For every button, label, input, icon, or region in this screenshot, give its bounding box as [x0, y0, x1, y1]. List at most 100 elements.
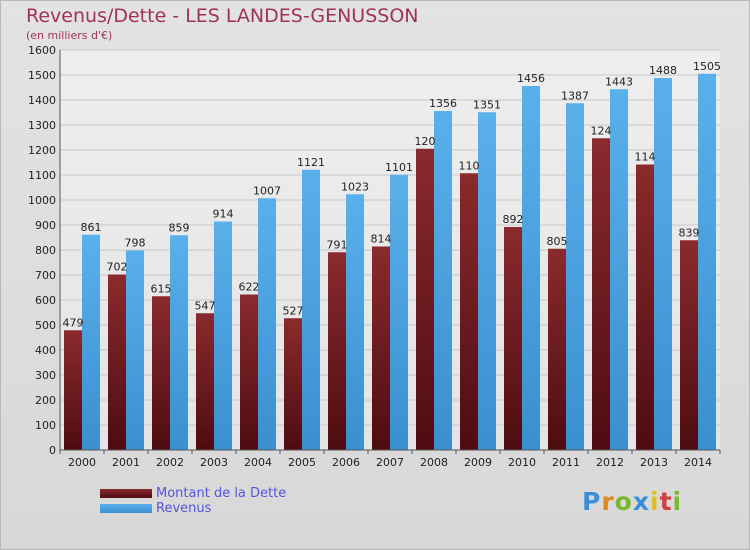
data-label-dette: 615 [151, 282, 172, 295]
x-tick-label: 2013 [640, 456, 668, 469]
data-label-dette: 839 [679, 226, 700, 239]
bar-revenus [214, 221, 232, 450]
logo-letter: P [582, 487, 602, 516]
logo-letter: r [601, 487, 615, 516]
bar-dette [108, 274, 126, 450]
bar-dette [548, 248, 566, 450]
logo-letter: x [632, 487, 650, 516]
bar-dette [416, 148, 434, 450]
bar-dette [680, 240, 698, 450]
bar-revenus [170, 235, 188, 450]
bar-revenus [654, 78, 672, 450]
x-tick-label: 2000 [68, 456, 96, 469]
y-tick-label: 700 [35, 269, 56, 282]
y-tick-label: 900 [35, 219, 56, 232]
x-tick-label: 2004 [244, 456, 272, 469]
data-label-revenus: 859 [169, 221, 190, 234]
data-label-revenus: 1007 [253, 184, 281, 197]
y-tick-label: 1600 [28, 44, 56, 57]
data-label-dette: 527 [283, 304, 304, 317]
logo-letter: o [614, 487, 633, 516]
data-label-revenus: 1505 [693, 60, 721, 73]
data-label-revenus: 1356 [429, 97, 457, 110]
logo-letter: i [672, 487, 683, 516]
y-tick-label: 1100 [28, 169, 56, 182]
x-tick-label: 2011 [552, 456, 580, 469]
x-tick-label: 2008 [420, 456, 448, 469]
y-tick-label: 400 [35, 344, 56, 357]
data-label-revenus: 1443 [605, 75, 633, 88]
y-tick-label: 300 [35, 369, 56, 382]
bar-dette [64, 330, 82, 450]
y-tick-label: 1500 [28, 69, 56, 82]
x-tick-label: 2014 [684, 456, 712, 469]
x-tick-label: 2012 [596, 456, 624, 469]
data-label-dette: 120 [415, 135, 436, 148]
data-label-revenus: 798 [125, 237, 146, 250]
bar-revenus [698, 73, 716, 450]
legend-swatch-dette [100, 489, 152, 498]
data-label-revenus: 861 [81, 221, 102, 234]
legend-label-dette: Montant de la Dette [156, 486, 287, 501]
logo-letter: i [650, 487, 660, 516]
data-label-dette: 814 [371, 233, 392, 246]
x-tick-label: 2002 [156, 456, 184, 469]
bar-dette [636, 164, 654, 450]
y-tick-label: 0 [49, 444, 56, 457]
data-label-dette: 805 [547, 235, 568, 248]
data-label-dette: 547 [195, 299, 216, 312]
data-label-revenus: 1387 [561, 89, 589, 102]
bar-revenus [522, 86, 540, 450]
bar-revenus [390, 174, 408, 450]
x-tick-label: 2007 [376, 456, 404, 469]
bar-revenus [346, 194, 364, 450]
y-tick-label: 100 [35, 419, 56, 432]
data-label-revenus: 1101 [385, 161, 413, 174]
y-tick-label: 200 [35, 394, 56, 407]
logo-letter: t [659, 487, 673, 516]
chart-subtitle: (en milliers d'€) [26, 29, 113, 42]
y-tick-label: 500 [35, 319, 56, 332]
legend-swatch-revenus [100, 504, 152, 513]
data-label-revenus: 1121 [297, 156, 325, 169]
bar-revenus [126, 250, 144, 450]
data-label-dette: 892 [503, 213, 524, 226]
legend-label-revenus: Revenus [156, 501, 212, 516]
y-tick-label: 1000 [28, 194, 56, 207]
data-label-dette: 124 [591, 124, 612, 137]
x-tick-label: 2001 [112, 456, 140, 469]
bar-dette [460, 173, 478, 450]
y-tick-label: 1300 [28, 119, 56, 132]
x-tick-label: 2009 [464, 456, 492, 469]
chart-title: Revenus/Dette - LES LANDES-GENUSSON [26, 5, 419, 27]
data-label-revenus: 914 [213, 208, 234, 221]
x-tick-label: 2005 [288, 456, 316, 469]
x-tick-label: 2006 [332, 456, 360, 469]
data-label-revenus: 1488 [649, 64, 677, 77]
bar-revenus [566, 103, 584, 450]
bar-dette [328, 252, 346, 450]
y-tick-label: 1400 [28, 94, 56, 107]
proxiti-logo: Proxiti [582, 487, 682, 516]
bar-revenus [478, 112, 496, 450]
data-label-dette: 479 [63, 316, 84, 329]
data-label-dette: 114 [635, 151, 656, 164]
bar-dette [152, 296, 170, 450]
y-tick-label: 800 [35, 244, 56, 257]
data-label-dette: 702 [107, 261, 128, 274]
data-label-dette: 110 [459, 159, 480, 172]
bar-dette [504, 227, 522, 450]
bar-revenus [302, 169, 320, 450]
bar-revenus [610, 89, 628, 450]
x-tick-label: 2010 [508, 456, 536, 469]
bar-dette [240, 294, 258, 450]
bar-revenus [258, 198, 276, 450]
data-label-revenus: 1351 [473, 98, 501, 111]
y-tick-label: 1200 [28, 144, 56, 157]
bar-dette [592, 138, 610, 450]
bar-revenus [434, 111, 452, 450]
y-tick-label: 600 [35, 294, 56, 307]
bar-dette [372, 246, 390, 450]
data-label-dette: 791 [327, 238, 348, 251]
